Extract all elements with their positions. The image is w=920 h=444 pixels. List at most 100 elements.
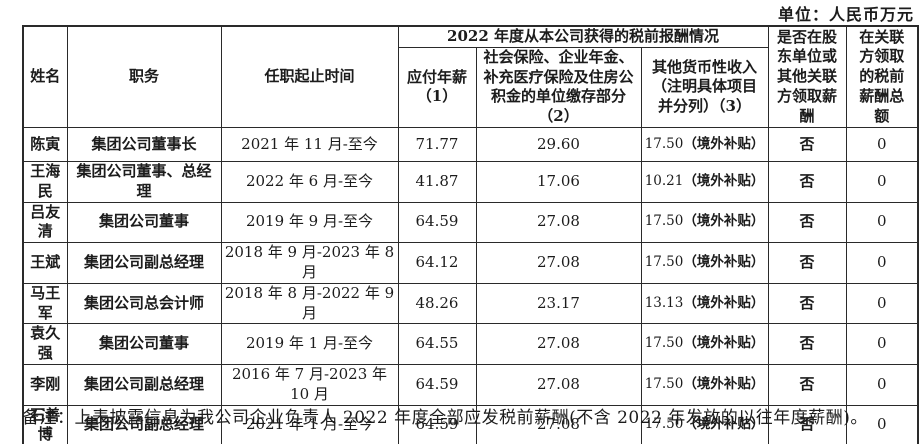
cell-other-income: 17.50（境外补贴） [640, 404, 769, 444]
cell-other-income: 10.21（境外补贴） [640, 160, 769, 203]
cell-name: 陈寅 [22, 126, 68, 162]
cell-related-total: 0 [845, 323, 919, 365]
cell-position: 集团公司副总经理 [66, 404, 222, 444]
table-row: 王斌 集团公司副总经理 2018 年 9 月-2023 年 8 月 64.12 … [22, 242, 919, 284]
other-income-value: 17.50 [644, 254, 684, 271]
cell-paid-by-related: 否 [767, 160, 847, 203]
other-income-value: 17.50 [644, 416, 684, 433]
cell-position: 集团公司副总经理 [66, 242, 222, 284]
header-paid-by-related: 是否在股东单位或其他关联方领取薪酬 [767, 25, 847, 128]
cell-paid-by-related: 否 [767, 282, 847, 325]
other-income-value: 17.50 [644, 335, 684, 352]
cell-related-total: 0 [845, 126, 919, 162]
cell-term: 2021 年 1 月-至今 [220, 404, 399, 444]
cell-term: 2018 年 9 月-2023 年 8 月 [220, 242, 399, 284]
cell-related-total: 0 [845, 404, 919, 444]
cell-social-insurance: 27.08 [475, 404, 642, 444]
other-income-value: 13.13 [644, 294, 684, 311]
other-income-value: 17.50 [644, 213, 684, 230]
cell-related-total: 0 [845, 363, 919, 406]
cell-social-insurance: 17.06 [475, 160, 642, 203]
header-social-insurance-label: 社会保险、企业年金、补充医疗保险及住房公积金的单位缴存部分（2） [483, 47, 634, 126]
header-other-income: 其他货币性收入（注明具体项目并分列）（3） [640, 46, 769, 128]
cell-social-insurance: 27.08 [475, 363, 642, 406]
cell-position: 集团公司副总经理 [66, 363, 222, 406]
cell-name: 王斌 [22, 242, 68, 284]
cell-annual-salary: 64.12 [397, 242, 477, 284]
other-income-note: （境外补贴） [683, 254, 765, 271]
header-name: 姓名 [22, 25, 68, 128]
cell-term: 2021 年 11 月-至今 [220, 126, 399, 162]
cell-social-insurance: 23.17 [475, 282, 642, 325]
cell-annual-salary: 64.59 [397, 363, 477, 406]
header-paid-by-related-label: 是否在股东单位或其他关联方领取薪酬 [777, 27, 838, 125]
cell-position: 集团公司董事 [66, 323, 222, 365]
header-sub-row: 应付年薪（1） 社会保险、企业年金、补充医疗保险及住房公积金的单位缴存部分（2）… [23, 46, 918, 128]
cell-position: 集团公司董事、总经理 [66, 160, 222, 203]
cell-other-income: 17.50（境外补贴） [640, 126, 769, 162]
other-income-value: 17.50 [644, 135, 684, 152]
table-row: 陈寅 集团公司董事长 2021 年 11 月-至今 71.77 29.60 17… [22, 126, 919, 162]
cell-paid-by-related: 否 [767, 126, 847, 162]
table-row: 吕友清 集团公司董事 2019 年 9 月-至今 64.59 27.08 17.… [22, 201, 919, 244]
other-income-note: （境外补贴） [683, 416, 765, 433]
cell-name: 石善博 [22, 404, 68, 444]
header-group-2022: 2022 年度从本公司获得的税前报酬情况 [397, 25, 769, 48]
cell-annual-salary: 64.59 [397, 201, 477, 244]
header-annual-salary: 应付年薪（1） [397, 46, 477, 128]
cell-annual-salary: 41.87 [397, 160, 477, 203]
unit-label: 单位：人民币万元 [777, 5, 914, 24]
other-income-note: （境外补贴） [683, 335, 765, 352]
cell-position: 集团公司总会计师 [66, 282, 222, 325]
cell-other-income: 17.50（境外补贴） [640, 201, 769, 244]
cell-other-income: 13.13（境外补贴） [640, 282, 769, 325]
cell-paid-by-related: 否 [767, 242, 847, 284]
cell-paid-by-related: 否 [767, 363, 847, 406]
other-income-note: （境外补贴） [683, 213, 765, 230]
header-social-insurance: 社会保险、企业年金、补充医疗保险及住房公积金的单位缴存部分（2） [475, 46, 642, 128]
cell-position: 集团公司董事 [66, 201, 222, 244]
cell-annual-salary: 48.26 [397, 282, 477, 325]
header-other-income-label: 其他货币性收入（注明具体项目并分列）（3） [652, 57, 758, 116]
header-group-row: 姓名 职务 任职起止时间 2022 年度从本公司获得的税前报酬情况 是否在股东单… [22, 25, 919, 128]
cell-other-income: 17.50（境外补贴） [640, 242, 769, 284]
header-related-total-label: 在关联方领取的税前薪酬总额 [859, 27, 905, 125]
cell-name: 李刚 [22, 363, 68, 406]
cell-social-insurance: 27.08 [475, 201, 642, 244]
table-row: 袁久强 集团公司董事 2019 年 1 月-至今 64.55 27.08 17.… [22, 323, 919, 365]
cell-paid-by-related: 否 [767, 323, 847, 365]
cell-term: 2016 年 7 月-2023 年 10 月 [220, 363, 399, 406]
cell-annual-salary: 64.55 [397, 323, 477, 365]
cell-name: 袁久强 [22, 323, 68, 365]
table-body: 陈寅 集团公司董事长 2021 年 11 月-至今 71.77 29.60 17… [22, 126, 919, 444]
other-income-note: （境外补贴） [683, 375, 765, 392]
cell-other-income: 17.50（境外补贴） [640, 323, 769, 365]
table-header: 姓名 职务 任职起止时间 2022 年度从本公司获得的税前报酬情况 是否在股东单… [22, 25, 919, 128]
cell-other-income: 17.50（境外补贴） [640, 363, 769, 406]
other-income-note: （境外补贴） [683, 294, 765, 311]
cell-name: 王海民 [22, 160, 68, 203]
table-row: 石善博 集团公司副总经理 2021 年 1 月-至今 64.59 27.08 1… [22, 404, 919, 444]
cell-social-insurance: 29.60 [475, 126, 642, 162]
cell-term: 2018 年 8 月-2022 年 9 月 [220, 282, 399, 325]
cell-related-total: 0 [845, 242, 919, 284]
cell-related-total: 0 [845, 160, 919, 203]
cell-name: 吕友清 [22, 201, 68, 244]
header-position: 职务 [66, 25, 222, 128]
table-row: 王海民 集团公司董事、总经理 2022 年 6 月-至今 41.87 17.06… [22, 160, 919, 203]
table-row: 李刚 集团公司副总经理 2016 年 7 月-2023 年 10 月 64.59… [22, 363, 919, 406]
cell-related-total: 0 [845, 201, 919, 244]
table-row: 马王军 集团公司总会计师 2018 年 8 月-2022 年 9 月 48.26… [22, 282, 919, 325]
other-income-value: 10.21 [644, 172, 684, 189]
cell-related-total: 0 [845, 282, 919, 325]
cell-paid-by-related: 否 [767, 201, 847, 244]
cell-social-insurance: 27.08 [475, 323, 642, 365]
cell-name: 马王军 [22, 282, 68, 325]
header-term: 任职起止时间 [220, 25, 399, 128]
header-annual-salary-label: 应付年薪（1） [406, 67, 467, 106]
other-income-note: （境外补贴） [683, 172, 765, 189]
footnote: 备注：上表披露信息为我公司企业负责人 2022 年度全部应发税前薪酬(不含 20… [22, 408, 868, 428]
cell-annual-salary: 64.59 [397, 404, 477, 444]
cell-paid-by-related: 否 [767, 404, 847, 444]
